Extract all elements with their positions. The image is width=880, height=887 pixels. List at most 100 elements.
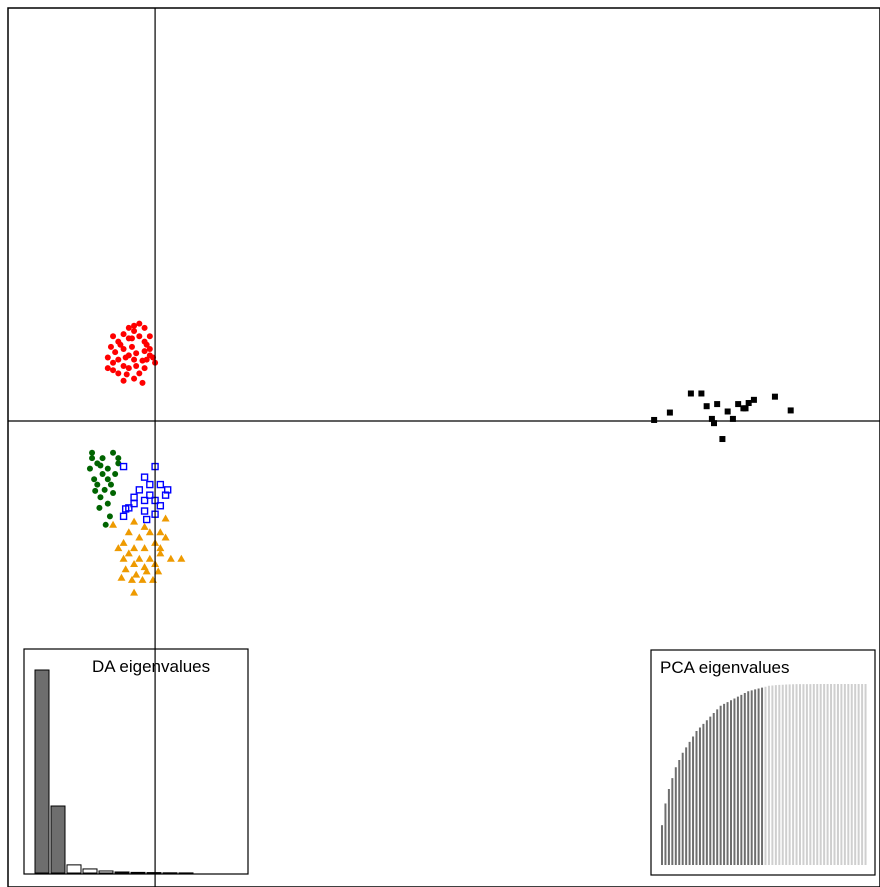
black-point: [651, 416, 658, 423]
black-point: [787, 407, 794, 414]
red-point: [120, 377, 127, 384]
red-point: [104, 365, 111, 372]
blue-point: [156, 502, 165, 510]
blue-point: [161, 491, 170, 499]
red-point: [146, 346, 153, 353]
da-eigenvalue-bar: [82, 868, 98, 874]
green-point: [104, 500, 111, 507]
orange-point: [119, 538, 128, 546]
orange-point: [132, 570, 141, 578]
orange-point: [140, 544, 149, 552]
da-eigenvalue-bar: [34, 669, 50, 874]
orange-point: [130, 588, 139, 596]
red-point: [143, 341, 150, 348]
blue-point: [135, 486, 144, 494]
green-point: [94, 481, 101, 488]
blue-point: [140, 496, 149, 505]
orange-point: [156, 544, 165, 552]
black-point: [719, 436, 726, 443]
orange-point: [161, 533, 170, 541]
black-point: [745, 400, 752, 407]
black-point: [750, 396, 757, 403]
red-point: [123, 371, 130, 378]
green-point: [92, 487, 99, 494]
blue-point: [140, 473, 149, 481]
orange-point: [142, 567, 151, 575]
orange-point: [154, 567, 163, 575]
orange-point: [135, 554, 144, 562]
red-point: [131, 375, 138, 382]
da-eigenvalue-bar: [98, 870, 114, 874]
red-point: [133, 350, 140, 357]
green-point: [86, 465, 93, 472]
red-point: [107, 343, 114, 350]
pca-eigenvalues-inset: PCA eigenvalues: [650, 649, 876, 876]
blue-point: [140, 507, 149, 515]
green-point: [115, 460, 122, 467]
orange-point: [117, 573, 126, 581]
red-point: [110, 333, 117, 340]
blue-point: [146, 491, 154, 499]
red-point: [141, 365, 148, 372]
points-layer: [86, 320, 794, 596]
da-eigenvalues-inset: DA eigenvalues: [23, 648, 249, 875]
da-eigenvalue-bar: [50, 805, 66, 874]
da-eigenvalue-bar: [162, 872, 178, 874]
red-point: [133, 362, 140, 369]
green-point: [96, 504, 103, 511]
red-point: [149, 354, 156, 361]
black-point: [729, 415, 736, 422]
orange-point: [156, 528, 165, 536]
red-point: [141, 348, 148, 355]
orange-point: [124, 528, 133, 536]
pca-bars: [661, 684, 867, 865]
black-point: [687, 390, 694, 397]
orange-point: [121, 565, 130, 573]
black-point: [708, 415, 715, 422]
red-point: [110, 367, 117, 374]
red-point: [128, 343, 135, 350]
black-point: [703, 403, 710, 410]
black-point: [771, 393, 778, 400]
orange-point: [145, 554, 154, 562]
green-point: [104, 476, 111, 483]
red-point: [120, 346, 127, 353]
red-point: [120, 331, 127, 338]
green-point: [115, 455, 122, 462]
red-point: [141, 324, 148, 331]
pca-inset-label: PCA eigenvalues: [660, 658, 789, 677]
blue-point: [163, 486, 172, 494]
orange-point: [166, 554, 175, 562]
orange-point: [135, 533, 144, 541]
green-point: [99, 455, 106, 462]
green-point: [91, 476, 98, 483]
green-point: [110, 449, 117, 456]
blue-point: [130, 493, 138, 501]
orange-point: [138, 575, 147, 583]
red-point: [131, 322, 138, 329]
orange-point: [140, 522, 149, 530]
red-point: [125, 324, 132, 331]
orange-point: [114, 544, 123, 552]
blue-point: [156, 480, 165, 489]
black-point: [711, 420, 718, 427]
black-point: [714, 401, 721, 408]
black-point: [666, 409, 673, 416]
red-point: [131, 328, 138, 335]
orange-point: [127, 575, 136, 583]
da-eigenvalue-bar: [114, 871, 130, 874]
green-point: [106, 513, 113, 520]
red-point: [104, 354, 111, 361]
red-point: [139, 379, 146, 386]
orange-point: [145, 528, 154, 536]
red-point: [136, 320, 143, 327]
black-point: [724, 408, 731, 415]
blue-point: [121, 505, 130, 513]
green-point: [112, 470, 119, 477]
blue-point: [119, 512, 128, 521]
red-point: [128, 335, 135, 342]
orange-point: [156, 549, 165, 557]
red-point: [112, 349, 119, 356]
da-eigenvalue-bar: [130, 871, 146, 874]
